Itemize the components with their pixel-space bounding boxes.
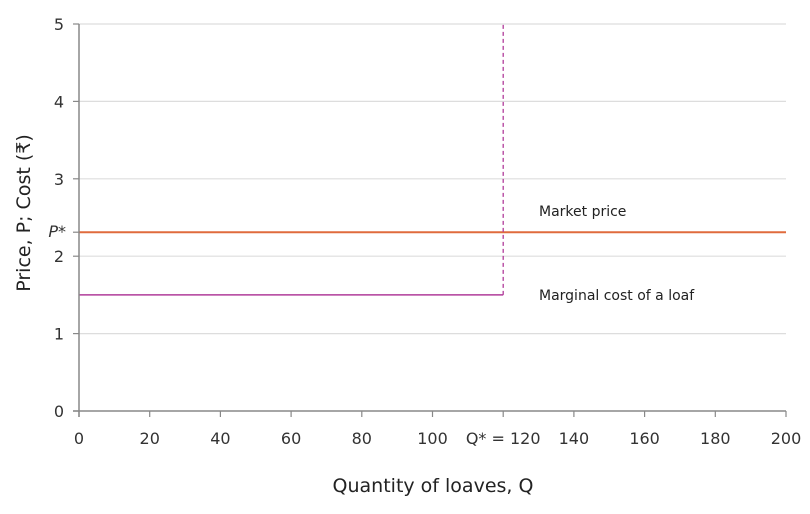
- axes: [73, 23, 787, 417]
- y-tick-label: 5: [54, 15, 64, 34]
- x-tick-label: 180: [700, 429, 731, 448]
- annotation-marginal-cost: Marginal cost of a loaf: [539, 288, 695, 304]
- x-axis-title: Quantity of loaves, Q: [333, 475, 534, 497]
- p-star-label: P*: [48, 222, 66, 241]
- x-tick-label: 20: [140, 429, 160, 448]
- x-tick-label: 160: [629, 429, 660, 448]
- y-axis-title: Price, P; Cost (₹): [13, 134, 35, 292]
- x-tick-label: 140: [559, 429, 590, 448]
- x-tick-label: Q* = 120: [466, 429, 541, 448]
- x-tick-label: 40: [210, 429, 230, 448]
- x-tick-label: 200: [771, 429, 802, 448]
- y-tick-label: 1: [54, 325, 64, 344]
- y-tick-label: 2: [54, 247, 64, 266]
- x-tick-label: 60: [281, 429, 301, 448]
- x-tick-label: 100: [417, 429, 448, 448]
- gridlines: [79, 23, 786, 335]
- x-tick-label: 80: [352, 429, 372, 448]
- series-lines: [79, 24, 786, 296]
- y-tick-label: 0: [54, 402, 64, 421]
- y-tick-label: 4: [54, 92, 64, 111]
- x-tick-label: 0: [74, 429, 84, 448]
- tick-labels: 0 1 2 3 4 5 0 20 40 60 80 100 Q* = 120 140 160 180 200: [54, 15, 801, 448]
- y-tick-label: 3: [54, 170, 64, 189]
- annotation-market-price: Market price: [539, 204, 626, 220]
